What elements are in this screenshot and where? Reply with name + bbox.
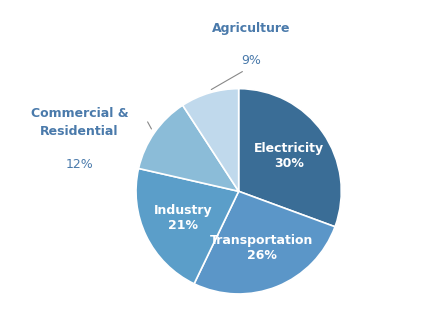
Wedge shape bbox=[138, 105, 239, 191]
Wedge shape bbox=[183, 89, 239, 191]
Wedge shape bbox=[136, 169, 239, 284]
Text: Agriculture: Agriculture bbox=[212, 22, 290, 35]
Wedge shape bbox=[194, 191, 335, 294]
Text: Residential: Residential bbox=[40, 125, 119, 138]
Text: Transportation
26%: Transportation 26% bbox=[210, 234, 314, 262]
Text: Electricity
30%: Electricity 30% bbox=[254, 142, 324, 170]
Text: 12%: 12% bbox=[66, 159, 93, 171]
Text: Industry
21%: Industry 21% bbox=[154, 204, 213, 232]
Wedge shape bbox=[239, 89, 341, 227]
Text: 9%: 9% bbox=[241, 54, 261, 67]
Text: Commercial &: Commercial & bbox=[31, 108, 128, 120]
